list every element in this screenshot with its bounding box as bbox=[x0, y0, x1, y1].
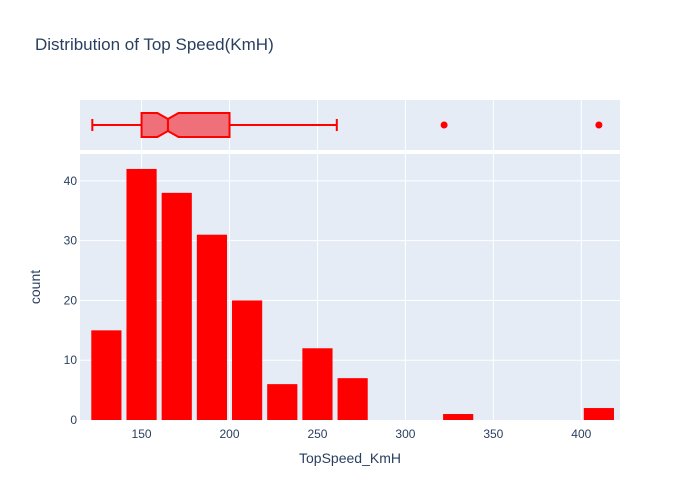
histogram-bar bbox=[337, 378, 368, 420]
box-plot bbox=[91, 112, 603, 138]
outlier-point bbox=[440, 121, 448, 129]
x-tick-label: 150 bbox=[132, 427, 152, 441]
histogram-bar bbox=[232, 300, 263, 420]
x-tick-label: 300 bbox=[395, 427, 415, 441]
y-tick-label: 10 bbox=[64, 353, 78, 367]
histogram-bar bbox=[161, 192, 192, 420]
y-tick-label: 30 bbox=[64, 234, 78, 248]
y-tick-label: 40 bbox=[64, 174, 78, 188]
x-axis-title: TopSpeed_KmH bbox=[299, 450, 401, 466]
histogram-bar bbox=[583, 408, 614, 420]
x-axis-ticks: 150 200 250 300 350 400 bbox=[132, 427, 592, 441]
histogram-bar bbox=[443, 414, 474, 420]
box-plot-panel bbox=[80, 100, 620, 150]
histogram-bar bbox=[267, 384, 298, 420]
y-tick-label: 20 bbox=[64, 293, 78, 307]
box-body bbox=[140, 112, 231, 138]
histogram-bar bbox=[91, 330, 122, 420]
outlier-point bbox=[595, 121, 603, 129]
y-tick-label: 0 bbox=[70, 413, 77, 427]
y-axis-title: count bbox=[27, 270, 43, 304]
x-tick-label: 350 bbox=[483, 427, 503, 441]
x-tick-label: 250 bbox=[307, 427, 327, 441]
x-tick-label: 400 bbox=[571, 427, 591, 441]
histogram-bar bbox=[302, 348, 333, 420]
chart-title: Distribution of Top Speed(KmH) bbox=[35, 35, 274, 54]
y-axis-ticks: 0 10 20 30 40 bbox=[64, 174, 78, 427]
histogram-panel: 150 200 250 300 350 400 0 10 20 30 40 bbox=[64, 154, 620, 441]
histogram-bar bbox=[196, 234, 228, 420]
histogram-bar bbox=[126, 168, 157, 420]
x-tick-label: 200 bbox=[219, 427, 239, 441]
histogram-bars bbox=[91, 168, 614, 420]
